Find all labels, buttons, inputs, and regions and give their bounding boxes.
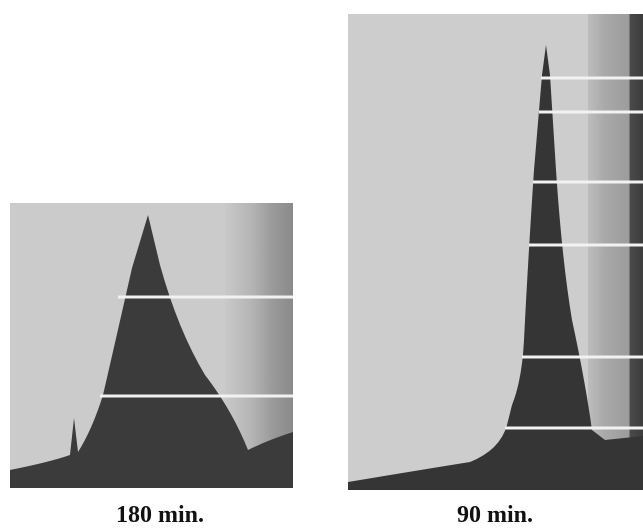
caption: 90 min.: [457, 502, 533, 528]
photo-180-min: [10, 203, 293, 488]
peak: [10, 215, 293, 488]
photo-stripes: [588, 14, 643, 490]
peak: [348, 45, 643, 490]
caption: 180 min.: [116, 502, 204, 528]
photo-90-min: [348, 14, 643, 490]
